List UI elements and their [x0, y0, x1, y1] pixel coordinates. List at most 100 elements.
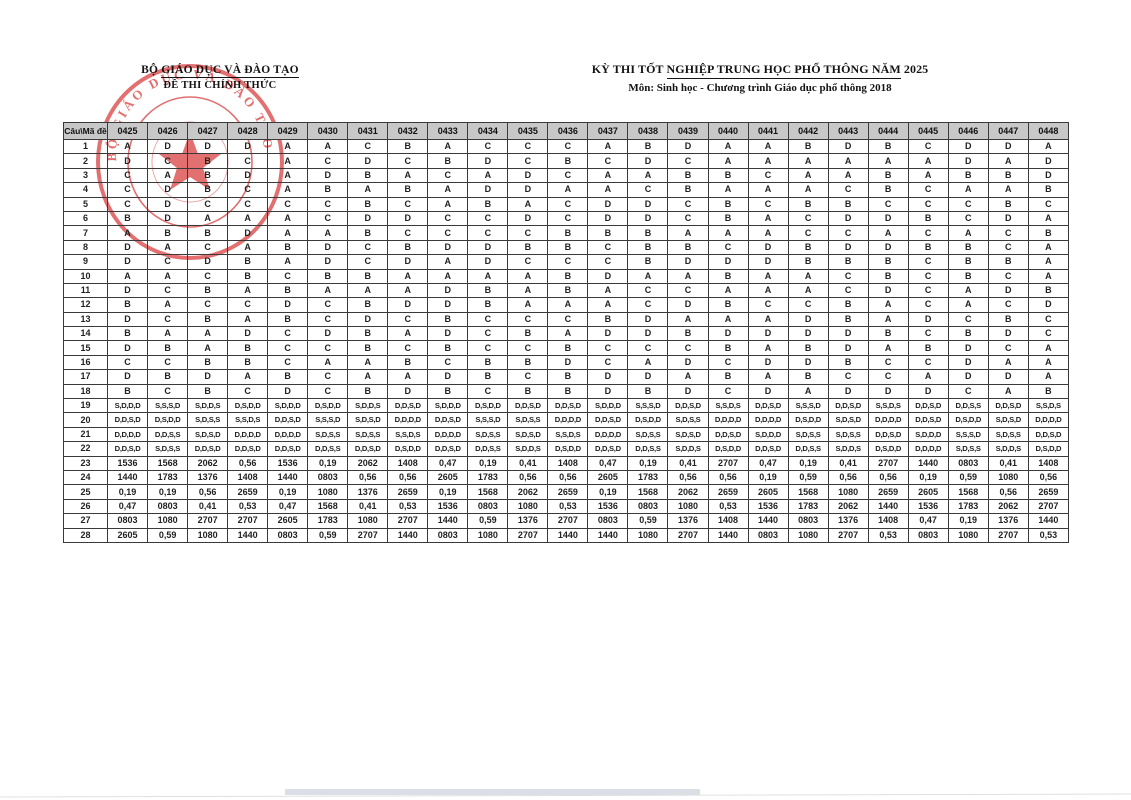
table-row: 11 D C B A B A A A D B A B A C C A A A C D C A D B	[62, 282, 1070, 299]
answer-cell: 2659	[227, 484, 269, 500]
question-number: 18	[62, 383, 109, 400]
answer-cell: C	[827, 282, 869, 299]
answer-cell: D	[307, 326, 349, 342]
answer-cell: B	[667, 167, 709, 184]
answer-cell: 0803	[787, 513, 829, 529]
answer-cell: D	[227, 326, 269, 342]
answer-cell: 2062	[507, 484, 549, 500]
answer-cell: 1080	[147, 513, 189, 529]
answer-cell: S,S,S,D	[467, 412, 509, 428]
answer-cell: C	[307, 369, 349, 385]
question-number: 27	[62, 513, 109, 529]
answer-cell: B	[547, 268, 589, 284]
answer-cell: D	[787, 354, 829, 371]
answer-cell: C	[667, 153, 709, 169]
answer-cell: D	[427, 297, 469, 313]
answer-cell: B	[467, 282, 509, 299]
question-number: 14	[62, 326, 109, 342]
answer-cell: S,D,S,S	[627, 426, 669, 443]
exam-code-header: 0425	[107, 122, 149, 140]
answer-cell: D,D,S,S	[627, 441, 669, 457]
answer-cell: D	[1027, 153, 1070, 169]
answer-cell: C	[907, 282, 949, 299]
answer-cell: D	[427, 282, 469, 299]
answer-cell: D,S,D,D	[787, 412, 829, 428]
answer-cell: 0,56	[227, 455, 269, 471]
answer-cell: 1568	[147, 455, 189, 471]
answer-cell: D,S,D,D	[467, 398, 509, 414]
answer-cell: 2062	[667, 484, 709, 500]
answer-cell: 0,59	[307, 527, 349, 543]
answer-cell: 0803	[627, 498, 669, 515]
question-number: 26	[62, 498, 109, 515]
answer-cell: A	[1027, 138, 1070, 155]
table-row: 26 0,47 0803 0,41 0,53 0,47 1568 0,41 0,53 1536 08…	[62, 498, 1070, 515]
exam-code-header: 0436	[547, 122, 589, 140]
answer-cell: B	[827, 196, 869, 212]
answer-cell: D	[987, 326, 1029, 342]
answer-cell: 0,19	[427, 484, 469, 500]
answer-cell: D	[867, 239, 909, 256]
answer-cell: C	[667, 282, 709, 299]
answer-cell: 0,19	[747, 469, 789, 486]
answer-cell: A	[827, 153, 869, 169]
answer-cell: D,S,D,D	[547, 441, 589, 457]
answer-cell: 1783	[467, 469, 509, 486]
answer-cell: 2707	[227, 513, 269, 529]
answer-cell: 0,59	[467, 513, 509, 529]
answer-cell: A	[627, 268, 669, 284]
answer-cell: S,D,S,S	[947, 441, 989, 457]
answer-table-container: Câu\Mã đề 0425 0426 0427 0428 0429 0430 0431 043…	[62, 122, 1070, 543]
answer-cell: D	[547, 354, 589, 371]
answer-cell: D,D,D,D	[267, 426, 309, 443]
answer-cell: B	[267, 239, 309, 256]
answer-cell: C	[387, 196, 429, 212]
answer-cell: C	[107, 167, 149, 184]
answer-cell: A	[427, 268, 469, 284]
answer-cell: A	[147, 297, 189, 313]
answer-cell: 1440	[867, 498, 909, 515]
answer-cell: C	[907, 354, 949, 371]
answer-cell: A	[1027, 268, 1070, 284]
table-row: 25 0,19 0,19 0,56 2659 0,19 1080 1376 2659 0,19 15…	[62, 484, 1070, 500]
answer-cell: A	[707, 182, 749, 198]
answer-cell: 2605	[267, 513, 309, 529]
answer-cell: A	[747, 138, 789, 155]
answer-cell: 1080	[467, 527, 509, 543]
answer-cell: D,D,S,D	[387, 398, 429, 414]
answer-cell: 0,47	[587, 455, 629, 471]
answer-cell: D	[907, 383, 949, 400]
exam-header: KỲ THI TỐT NGHIỆP TRUNG HỌC PHỔ THÔNG NĂ…	[570, 62, 950, 94]
exam-code-header: 0434	[467, 122, 509, 140]
answer-cell: B	[347, 297, 389, 313]
answer-cell: 1536	[267, 455, 309, 471]
answer-cell: D	[187, 254, 229, 270]
answer-cell: A	[107, 138, 149, 155]
answer-cell: B	[187, 383, 229, 400]
answer-cell: C	[667, 196, 709, 212]
exam-code-header: 0430	[307, 122, 349, 140]
table-row: 19 S,D,D,D S,S,S,D S,D,D,S D,S,D,D S,D,D,D D,S…	[62, 398, 1070, 414]
answer-cell: C	[427, 210, 469, 227]
answer-cell: 1783	[147, 469, 189, 486]
answer-cell: A	[747, 369, 789, 385]
answer-cell: A	[867, 311, 909, 328]
exam-code-header: 0445	[907, 122, 949, 140]
answer-cell: C	[467, 340, 509, 356]
answer-cell: B	[827, 354, 869, 371]
answer-cell: D	[787, 326, 829, 342]
answer-cell: C	[187, 196, 229, 212]
answer-cell: A	[627, 167, 669, 184]
answer-cell: S,D,S,S	[507, 412, 549, 428]
answer-cell: 2707	[507, 527, 549, 543]
answer-cell: A	[1027, 239, 1070, 256]
answer-cell: 0,41	[187, 498, 229, 515]
answer-cell: C	[307, 340, 349, 356]
answer-cell: D,S,D,D	[227, 398, 269, 414]
answer-cell: C	[227, 153, 269, 169]
answer-cell: B	[387, 239, 429, 256]
answer-cell: D	[747, 239, 789, 256]
question-number: 7	[62, 225, 109, 241]
answer-cell: 2659	[867, 484, 909, 500]
